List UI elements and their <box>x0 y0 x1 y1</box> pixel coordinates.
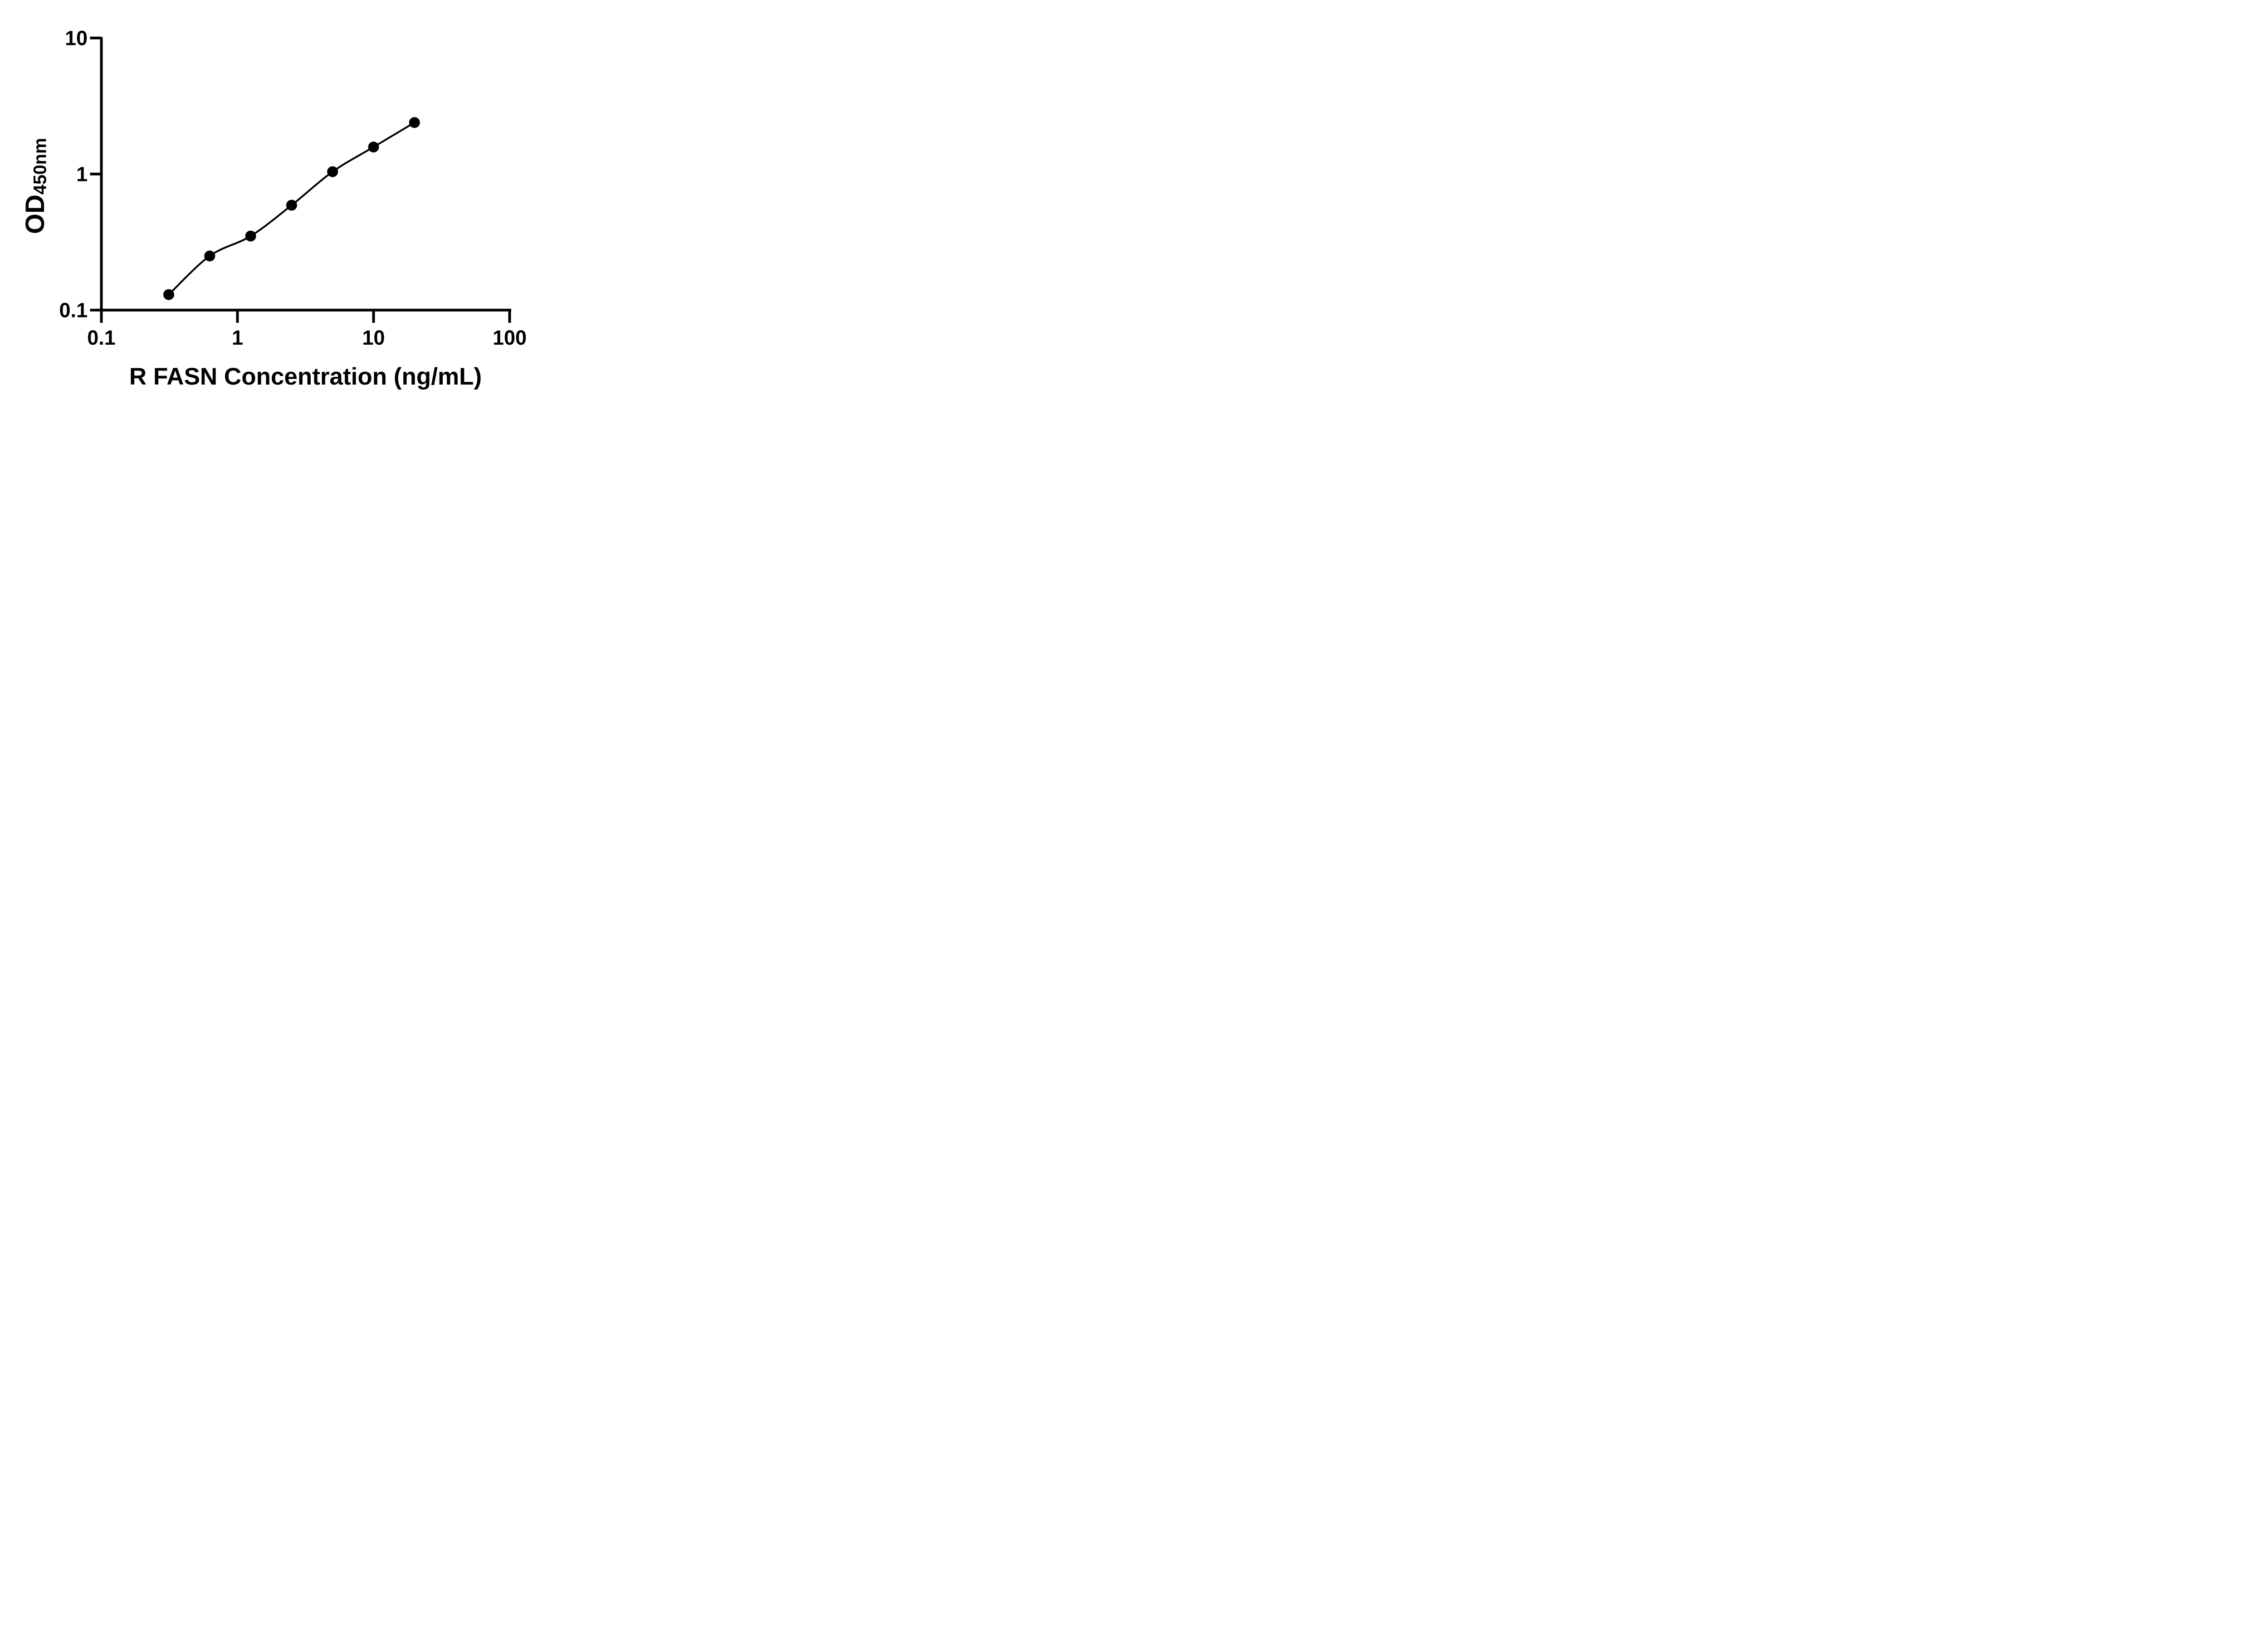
y-axis-title: OD450nm <box>20 95 51 277</box>
data-point-marker <box>368 141 379 153</box>
y-axis-title-subscript: 450nm <box>30 138 50 195</box>
y-tick-label: 10 <box>64 26 88 50</box>
y-tick-label: 0.1 <box>59 298 88 322</box>
data-point-marker <box>327 166 338 177</box>
y-tick-label: 1 <box>76 162 88 186</box>
x-tick-label: 1 <box>231 326 244 349</box>
elisa-standard-curve-figure: 0.1 1 10 100 10 1 0.1 OD450nm R FASN Concentr… <box>0 0 572 412</box>
data-point-marker <box>204 250 215 262</box>
data-point-marker <box>409 117 420 128</box>
x-axis-title: R FASN Concentration (ng/mL) <box>129 363 482 390</box>
x-tick-label: 0.1 <box>87 326 116 349</box>
data-point-marker <box>286 200 297 211</box>
data-point-marker <box>163 289 174 300</box>
x-tick-label: 10 <box>362 326 385 349</box>
y-axis-title-main: OD <box>20 194 50 234</box>
standard-curve-plot <box>90 36 511 323</box>
x-tick-label: 100 <box>492 326 527 349</box>
data-point-marker <box>245 230 256 242</box>
